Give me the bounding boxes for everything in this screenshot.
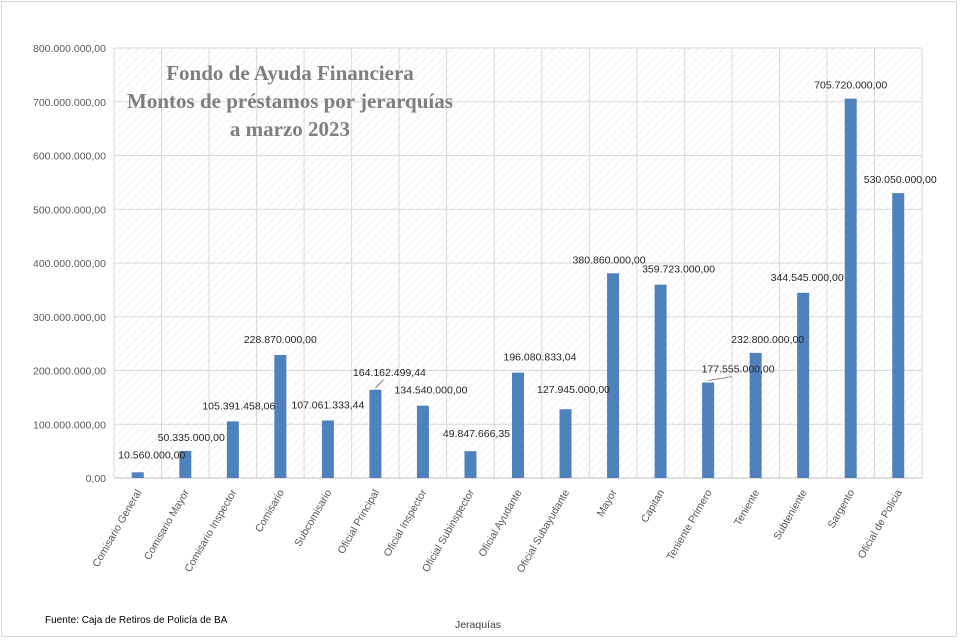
- x-category-label: Comisario: [253, 487, 287, 534]
- y-tick-label: 300.000.000,00: [33, 312, 106, 324]
- bar: [702, 382, 715, 478]
- data-label: 49.847.666,35: [443, 428, 510, 440]
- bar: [749, 352, 762, 478]
- y-axis-tick-labels: 0,00 100.000.000,00 200.000.000,00 300.000.…: [33, 43, 106, 485]
- bar: [892, 193, 905, 478]
- y-tick-label: 100.000.000,00: [33, 419, 106, 431]
- data-label: 107.061.333,44: [291, 399, 364, 411]
- y-tick-label: 200.000.000,00: [33, 366, 106, 378]
- y-tick-label: 700.000.000,00: [33, 97, 106, 109]
- bar: [797, 292, 810, 478]
- x-category-label: Comisario Inspector: [182, 487, 239, 574]
- data-label: 127.945.000,00: [537, 384, 610, 396]
- data-label: 196.080.833,04: [504, 352, 577, 364]
- bar: [179, 450, 192, 478]
- x-category-label: Subcomisario: [292, 487, 334, 548]
- chart-title-line: a marzo 2023: [230, 117, 350, 141]
- x-category-label: Sargento: [826, 487, 858, 530]
- bar: [369, 389, 382, 478]
- chart-title-line: Fondo de Ayuda Financiera: [166, 61, 414, 85]
- bar: [844, 98, 857, 478]
- x-category-label: Teniente: [732, 487, 762, 528]
- y-tick-label: 500.000.000,00: [33, 204, 106, 216]
- bar: [416, 405, 429, 478]
- source-note: Fuente: Caja de Retiros de Policía de BA: [45, 615, 228, 626]
- data-label-leader-lines: [375, 376, 733, 389]
- gridlines: [113, 47, 923, 479]
- bar: [274, 354, 287, 478]
- x-category-label: Oficial Principal: [335, 488, 382, 557]
- leader-line: [708, 376, 733, 382]
- data-label: 228.870.000,00: [244, 334, 317, 346]
- bar: [321, 420, 334, 478]
- data-label: 177.555.000,00: [702, 364, 775, 376]
- chart-title: Fondo de Ayuda Financiera Montos de prést…: [127, 61, 453, 141]
- x-category-label: Mayor: [595, 487, 620, 519]
- data-labels: 10.560.000,00 50.335.000,00 105.391.458,06…: [118, 80, 937, 462]
- x-category-label: Oficial Subayudante: [515, 487, 572, 575]
- data-label: 705.720.000,00: [814, 80, 887, 92]
- bar: [654, 284, 667, 478]
- y-tick-label: 0,00: [86, 473, 107, 485]
- bar: [607, 273, 620, 478]
- data-label: 164.162.499,44: [353, 367, 426, 379]
- x-category-label: Teniente Primero: [665, 487, 715, 562]
- data-label: 344.545.000,00: [771, 272, 844, 284]
- data-label: 232.800.000,00: [731, 334, 804, 346]
- x-category-label: Oficial de Policia: [856, 487, 905, 560]
- y-tick-label: 400.000.000,00: [33, 258, 106, 270]
- bar: [559, 409, 572, 478]
- x-category-label: Oficial Subinspector: [420, 487, 477, 574]
- x-category-label: Subteniente: [771, 487, 809, 542]
- data-label: 380.860.000,00: [573, 254, 646, 266]
- x-axis-label: Jeraquías: [455, 619, 501, 631]
- data-label: 359.723.000,00: [642, 264, 715, 276]
- x-category-label: Comisario Mayor: [142, 487, 192, 562]
- x-category-label: Capitan: [639, 487, 668, 524]
- chart-title-line: Montos de préstamos por jerarquías: [127, 89, 453, 113]
- data-label: 134.540.000,00: [394, 385, 467, 397]
- x-category-label: Comisario General: [90, 488, 144, 570]
- bar: [226, 421, 239, 478]
- data-label: 10.560.000,00: [118, 449, 185, 461]
- data-label: 50.335.000,00: [158, 432, 225, 444]
- bar: [464, 451, 477, 478]
- bars: [131, 98, 905, 478]
- y-tick-label: 800.000.000,00: [33, 43, 106, 55]
- x-category-label: Oficial Inspector: [382, 487, 430, 559]
- leader-line: [375, 379, 384, 389]
- data-label: 105.391.458,06: [202, 400, 275, 412]
- bar: [131, 472, 144, 478]
- y-tick-label: 600.000.000,00: [33, 151, 106, 163]
- bar: [512, 372, 524, 478]
- data-label: 530.050.000,00: [864, 174, 937, 186]
- x-category-label: Oficial Ayudante: [476, 487, 524, 559]
